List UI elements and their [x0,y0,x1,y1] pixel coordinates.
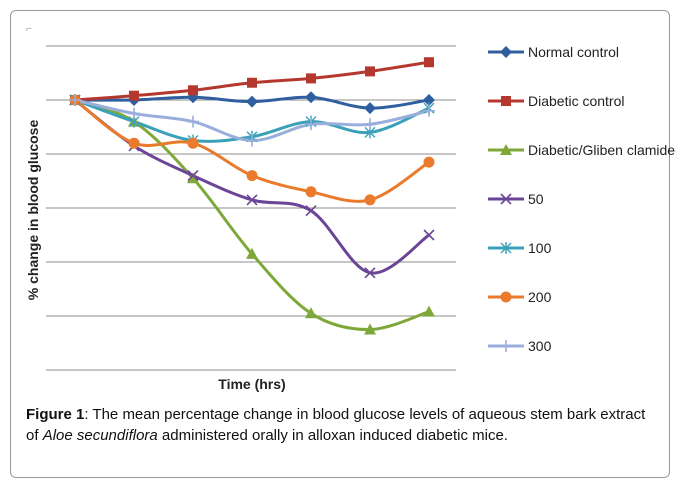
data-point [129,90,139,101]
data-point [364,102,376,115]
legend-label: Diabetic/Gliben clamide [528,142,675,158]
data-point [128,137,140,149]
data-point [305,91,317,104]
legend-item: 50 [488,191,544,207]
legend-item: Normal control [488,44,619,60]
corner-mark: ⌐ [26,24,32,35]
legend-marker [501,96,511,106]
data-point [423,156,435,168]
chart: ⌐ % change in blood glucose Time (hrs) N… [25,24,675,392]
caption-text-end: administered orally in alloxan induced d… [157,427,508,444]
data-point [305,205,317,217]
legend-item: Diabetic/Gliben clamide [488,142,675,158]
series-line [74,98,430,203]
data-point [365,66,375,77]
caption-label: Figure 1 [26,406,85,423]
legend-label: 300 [528,338,552,354]
legend-marker [500,144,512,155]
data-point [247,77,257,88]
y-axis-label: % change in blood glucose [25,120,41,301]
data-point [246,95,258,108]
data-point [187,115,199,128]
data-point [306,73,316,84]
data-point [187,137,199,149]
data-point [188,85,198,96]
data-point [364,323,376,335]
legend-marker [500,242,512,254]
data-point [364,267,376,279]
data-point [423,229,435,241]
data-point [364,118,376,131]
legend-marker [500,193,512,205]
data-point [423,305,435,317]
data-point [423,104,435,117]
data-point [424,57,434,68]
legend-item: 100 [488,240,552,256]
data-point [246,247,258,259]
legend-marker [500,340,512,352]
data-point [187,172,199,184]
data-point [423,94,435,106]
data-point [305,118,317,131]
legend-label: 200 [528,289,552,305]
data-point [246,194,258,206]
caption-species: Aloe secundiflora [42,427,158,444]
legend-label: Diabetic control [528,93,625,109]
data-point [187,170,199,182]
legend-label: Normal control [528,44,619,60]
legend: Normal control Diabetic control Diabetic/G… [488,44,675,354]
data-point [69,94,81,106]
figure-caption: Figure 1: The mean percentage change in … [26,404,658,446]
x-axis-label: Time (hrs) [218,376,285,392]
data-point [305,186,317,198]
legend-marker [500,46,512,58]
legend-item: 300 [488,338,552,354]
data-point [246,170,258,182]
series-line [74,98,430,275]
legend-label: 50 [528,191,544,207]
legend-item: Diabetic control [488,93,625,109]
series-markers [69,57,435,335]
data-point [246,134,258,147]
data-point [305,307,317,319]
caption-text: : The mean percentage change in blood gl… [26,406,646,444]
legend-item: 200 [488,289,552,305]
gridlines [46,45,456,371]
legend-marker [500,291,512,303]
data-point [364,194,376,206]
legend-label: 100 [528,240,552,256]
data-point [128,107,140,120]
